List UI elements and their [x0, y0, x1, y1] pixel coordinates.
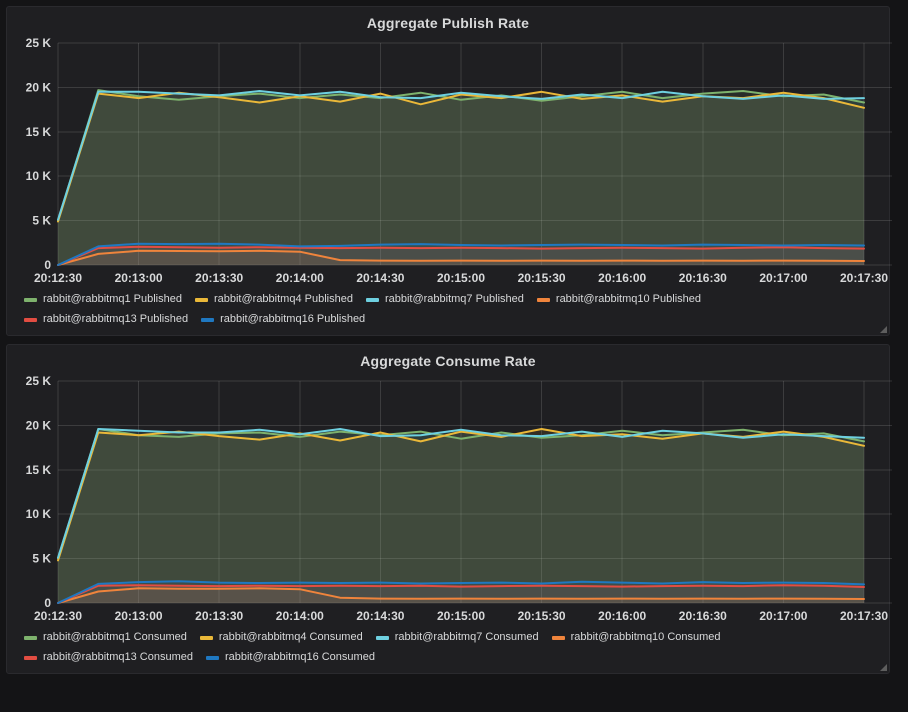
x-axis-tick-label: 20:16:00 [598, 609, 646, 623]
series-color-icon [199, 635, 213, 640]
series-color-icon [24, 317, 37, 322]
legend-label: rabbit@rabbitmq10 Consumed [570, 631, 721, 643]
y-axis-tick-label: 15 K [26, 125, 52, 139]
grid: 0 5 K 10 K 15 K 20 K 25 K 20:12:30 20:13:00 20:1… [26, 374, 892, 623]
x-axis-tick-label: 20:17:30 [840, 609, 888, 623]
legend-label: rabbit@rabbitmq7 Consumed [394, 631, 539, 643]
legend-label: rabbit@rabbitmq4 Published [213, 293, 353, 305]
series-line [57, 90, 865, 221]
series-color-icon [24, 297, 37, 302]
series-line [57, 580, 865, 604]
series-color-icon [24, 655, 37, 660]
chart-legend: rabbit@rabbitmq1 Consumed rabbit@rabbitmq… [14, 627, 882, 669]
x-axis-tick-label: 20:15:00 [437, 271, 485, 285]
x-axis-tick-label: 20:15:30 [518, 271, 566, 285]
consume-rate-timeseries-chart[interactable]: 0 5 K 10 K 15 K 20 K 25 K 20:12:30 20:13:00 20:1… [14, 371, 894, 627]
legend-item[interactable]: rabbit@rabbitmq13 Consumed [24, 650, 193, 665]
legend-item[interactable]: rabbit@rabbitmq16 Published [201, 312, 365, 327]
y-axis-tick-label: 0 [44, 258, 51, 272]
y-axis-tick-label: 5 K [32, 214, 51, 228]
series-line [57, 587, 865, 604]
y-axis-tick-label: 20 K [26, 80, 52, 94]
series-area [58, 429, 864, 603]
y-axis-tick-label: 20 K [26, 418, 52, 432]
legend-item[interactable]: rabbit@rabbitmq4 Consumed [199, 630, 363, 645]
legend-label: rabbit@rabbitmq10 Published [555, 293, 701, 305]
legend-item[interactable]: rabbit@rabbitmq7 Published [365, 292, 524, 307]
series-color-icon [201, 317, 215, 322]
legend-label: rabbit@rabbitmq13 Consumed [43, 651, 193, 663]
x-axis-tick-label: 20:15:30 [518, 609, 566, 623]
legend-label: rabbit@rabbitmq4 Consumed [218, 631, 363, 643]
series-line [57, 584, 865, 604]
legend-item[interactable]: rabbit@rabbitmq1 Published [24, 292, 182, 307]
legend-label: rabbit@rabbitmq1 Consumed [43, 631, 187, 643]
legend-label: rabbit@rabbitmq16 Published [220, 313, 366, 325]
legend-label: rabbit@rabbitmq13 Published [43, 313, 189, 325]
x-axis-tick-label: 20:17:00 [759, 271, 807, 285]
legend-label: rabbit@rabbitmq1 Published [43, 293, 182, 305]
series-color-icon [551, 635, 565, 640]
series-color-icon [24, 635, 37, 640]
series-area [58, 91, 864, 265]
legend-item[interactable]: rabbit@rabbitmq1 Consumed [24, 630, 187, 645]
series-color-icon [205, 655, 219, 660]
legend-label: rabbit@rabbitmq7 Published [384, 293, 524, 305]
series-area [58, 581, 864, 603]
series-line [57, 428, 865, 559]
x-axis-tick-label: 20:15:00 [437, 609, 485, 623]
panel-aggregate-consume-rate: Aggregate Consume Rate 0 5 K 10 K 15 K 20 K 2… [6, 344, 892, 674]
y-axis-tick-label: 25 K [26, 36, 52, 50]
legend-item[interactable]: rabbit@rabbitmq16 Consumed [205, 650, 375, 665]
series-line [57, 89, 865, 222]
panel-resize-handle-icon[interactable] [880, 326, 887, 333]
x-axis-tick-label: 20:12:30 [34, 609, 82, 623]
panel-title[interactable]: Aggregate Consume Rate [360, 353, 536, 369]
series-color-icon [536, 297, 550, 302]
legend-item[interactable]: rabbit@rabbitmq4 Published [194, 292, 353, 307]
y-axis-tick-label: 0 [44, 596, 51, 610]
y-axis-tick-label: 15 K [26, 463, 52, 477]
x-axis-tick-label: 20:12:30 [34, 271, 82, 285]
series-area [58, 90, 864, 265]
y-axis-tick-label: 10 K [26, 169, 52, 183]
x-axis-tick-label: 20:16:30 [679, 271, 727, 285]
x-axis-tick-label: 20:13:00 [115, 271, 163, 285]
panel-resize-handle-icon[interactable] [880, 664, 887, 671]
x-axis-tick-label: 20:13:30 [195, 609, 243, 623]
series-color-icon [375, 635, 389, 640]
legend-item[interactable]: rabbit@rabbitmq10 Published [536, 292, 701, 307]
series-line [57, 245, 865, 266]
grid: 0 5 K 10 K 15 K 20 K 25 K 20:12:30 20:13:00 20:1… [26, 36, 892, 285]
legend-label: rabbit@rabbitmq16 Consumed [224, 651, 375, 663]
y-axis-tick-label: 10 K [26, 507, 52, 521]
panel-title[interactable]: Aggregate Publish Rate [366, 15, 530, 31]
panel-aggregate-publish-rate: Aggregate Publish Rate 0 5 K 10 K 15 K 20 K 2… [6, 6, 892, 336]
x-axis-tick-label: 20:14:30 [356, 609, 404, 623]
series-line [57, 249, 865, 266]
y-axis-tick-label: 25 K [26, 374, 52, 388]
series-area [58, 91, 864, 265]
chart-legend: rabbit@rabbitmq1 Published rabbit@rabbitm… [14, 289, 882, 331]
series-color-icon [194, 297, 208, 302]
y-axis-tick-label: 5 K [32, 552, 51, 566]
x-axis-tick-label: 20:16:30 [679, 609, 727, 623]
series-color-icon [365, 297, 379, 302]
x-axis-tick-label: 20:16:00 [598, 271, 646, 285]
publish-rate-timeseries-chart[interactable]: 0 5 K 10 K 15 K 20 K 25 K 20:12:30 20:13:00 20:1… [14, 33, 894, 289]
x-axis-tick-label: 20:13:30 [195, 271, 243, 285]
x-axis-tick-label: 20:14:30 [356, 271, 404, 285]
x-axis-tick-label: 20:14:00 [276, 609, 324, 623]
legend-item[interactable]: rabbit@rabbitmq10 Consumed [551, 630, 721, 645]
series-line [57, 428, 865, 560]
series-area [58, 429, 864, 603]
x-axis-tick-label: 20:17:00 [759, 609, 807, 623]
series-line [57, 242, 865, 266]
x-axis-tick-label: 20:14:00 [276, 271, 324, 285]
x-axis-tick-label: 20:17:30 [840, 271, 888, 285]
legend-item[interactable]: rabbit@rabbitmq13 Published [24, 312, 188, 327]
x-axis-tick-label: 20:13:00 [115, 609, 163, 623]
series-area [58, 429, 864, 603]
legend-item[interactable]: rabbit@rabbitmq7 Consumed [375, 630, 539, 645]
